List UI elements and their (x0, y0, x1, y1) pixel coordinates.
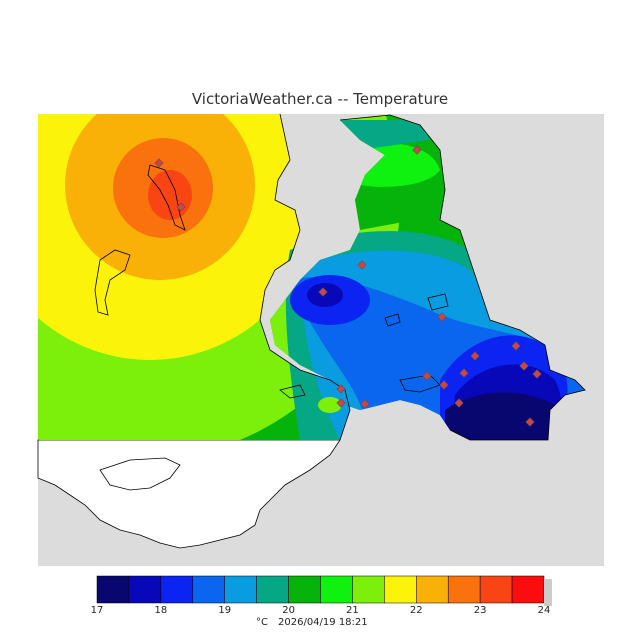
legend-swatch (96, 575, 130, 604)
island-outline (384, 313, 401, 327)
station-marker (525, 417, 535, 427)
station-marker (336, 398, 346, 408)
coastline (259, 113, 351, 441)
island-outline (99, 457, 181, 491)
legend-tick-label: 20 (282, 605, 295, 616)
legend-swatch (160, 575, 194, 604)
legend-swatch (447, 575, 481, 604)
station-marker (357, 260, 367, 270)
station-marker (422, 371, 432, 381)
station-marker (532, 369, 542, 379)
station-marker (511, 341, 521, 351)
legend-swatch (192, 575, 225, 604)
legend-swatch (352, 575, 385, 604)
legend-timestamp: 2026/04/19 18:21 (278, 617, 368, 628)
station-marker (454, 398, 464, 408)
legend-tick-label: 22 (410, 605, 423, 616)
legend-tick-label: 18 (154, 605, 167, 616)
station-marker (439, 380, 449, 390)
island-outline (339, 114, 586, 441)
legend-tick-label: 19 (218, 605, 231, 616)
station-marker (470, 351, 480, 361)
island-outline (427, 293, 449, 311)
legend-swatch (511, 575, 545, 604)
station-marker (437, 312, 447, 322)
legend-swatch (128, 575, 162, 604)
legend-swatch (256, 575, 289, 604)
legend-swatch (224, 575, 257, 604)
island-outline (279, 384, 306, 399)
legend-shadow (544, 579, 552, 606)
legend-tick-label: 24 (538, 605, 551, 616)
legend-unit: °C (256, 617, 268, 628)
station-marker (459, 368, 469, 378)
station-marker (318, 287, 328, 297)
map-title: VictoriaWeather.ca -- Temperature (191, 90, 449, 108)
station-marker (154, 158, 164, 168)
island-outline (94, 249, 131, 316)
legend-swatch (479, 575, 513, 604)
station-marker (360, 399, 370, 409)
temperature-legend: 17 18 19 20 21 22 23 24 (91, 575, 552, 616)
station-markers (154, 145, 542, 427)
island-outline (147, 164, 186, 231)
station-marker (336, 384, 346, 394)
station-marker (412, 145, 422, 155)
legend-tick-label: 23 (474, 605, 487, 616)
station-marker (519, 361, 529, 371)
legend-tick-label: 17 (91, 605, 104, 616)
legend-swatch (384, 575, 417, 604)
station-marker (176, 202, 186, 212)
legend-swatch (320, 575, 353, 604)
legend-tick-label: 21 (346, 605, 359, 616)
legend-swatch (288, 575, 321, 604)
legend-swatch (416, 575, 449, 604)
